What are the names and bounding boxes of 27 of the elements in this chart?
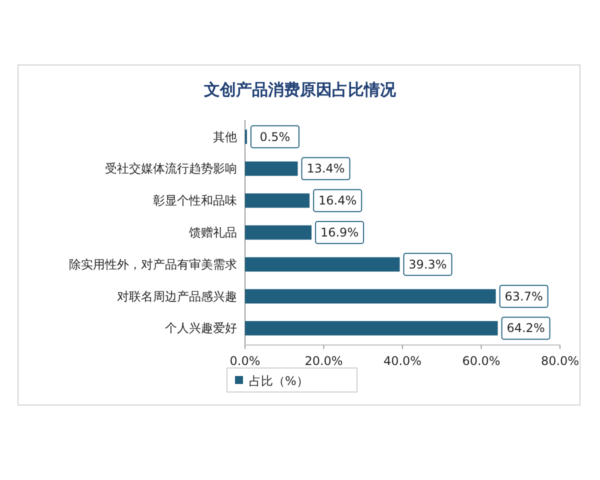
y-tick-label: 馈赠礼品 xyxy=(188,226,237,240)
y-tick-label: 对联名周边产品感兴趣 xyxy=(117,289,237,304)
data-label: 63.7% xyxy=(504,289,543,304)
x-tick-label: 40.0% xyxy=(383,354,422,368)
legend-label: 占比（%） xyxy=(249,374,308,388)
y-tick-label: 个人兴趣爱好 xyxy=(165,321,237,336)
y-tick-label: 除实用性外，对产品有审美需求 xyxy=(69,257,237,272)
bar xyxy=(245,321,498,336)
x-tick-label: 80.0% xyxy=(540,354,580,368)
bar xyxy=(245,257,400,272)
chart-title: 文创产品消费原因占比情况 xyxy=(203,80,397,99)
x-tick-label: 0.0% xyxy=(230,354,260,368)
x-tick-label: 20.0% xyxy=(304,354,343,368)
data-label: 16.4% xyxy=(318,194,357,208)
data-label: 13.4% xyxy=(306,162,345,176)
bar xyxy=(245,193,310,208)
bar xyxy=(245,225,312,240)
data-label: 0.5% xyxy=(260,130,290,144)
y-tick-label: 彰显个性和品味 xyxy=(153,194,237,208)
x-tick-label: 60.0% xyxy=(462,354,500,368)
bar xyxy=(245,161,298,176)
y-tick-label: 受社交媒体流行趋势影响 xyxy=(105,162,237,176)
bar xyxy=(245,289,496,304)
y-tick-label: 其他 xyxy=(213,130,237,144)
data-label: 16.9% xyxy=(320,226,359,240)
data-label: 64.2% xyxy=(506,321,545,336)
data-label: 39.3% xyxy=(408,257,447,272)
